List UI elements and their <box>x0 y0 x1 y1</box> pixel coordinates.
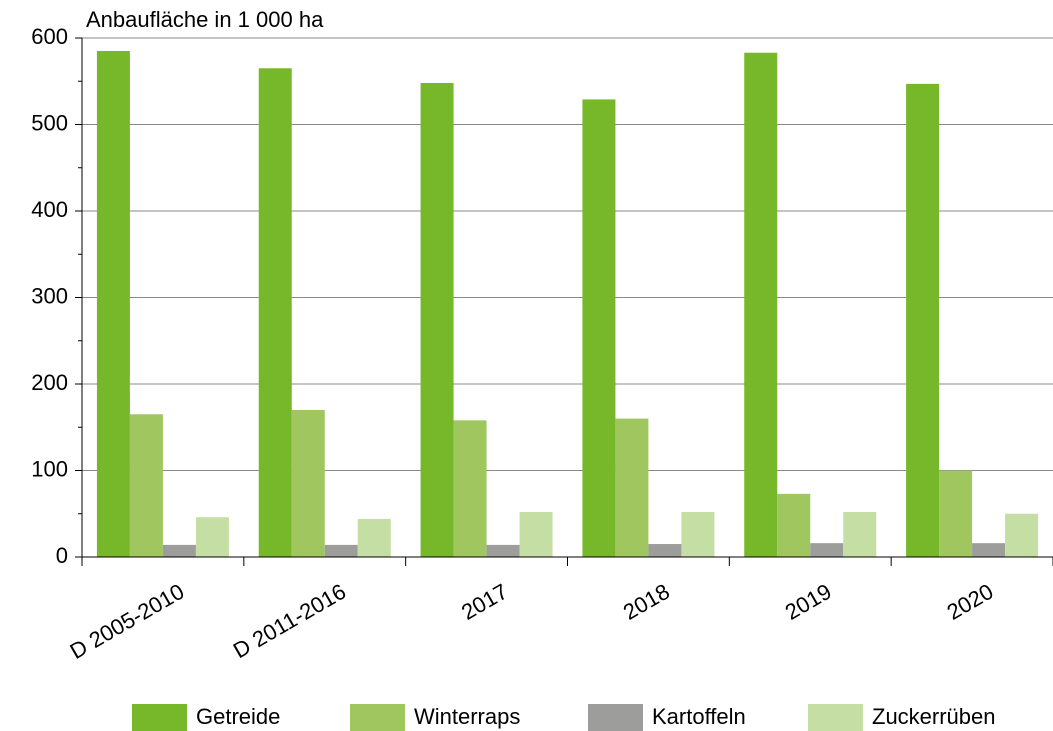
bar <box>615 418 649 557</box>
x-tick-label: 2017 <box>457 579 512 625</box>
y-tick-label: 0 <box>56 543 68 568</box>
legend-swatch <box>350 704 405 731</box>
bar <box>258 68 292 558</box>
bar <box>777 493 811 557</box>
legend-label: Kartoffeln <box>652 704 746 729</box>
y-tick-label: 500 <box>31 110 68 135</box>
bar <box>906 83 940 557</box>
legend-swatch <box>132 704 187 731</box>
bar <box>519 512 553 557</box>
legend-label: Winterraps <box>414 704 520 729</box>
bar <box>486 544 520 557</box>
bar <box>810 543 844 557</box>
y-tick-label: 600 <box>31 24 68 49</box>
bar <box>1005 513 1039 557</box>
bar <box>744 52 778 558</box>
x-tick-label: 2019 <box>781 579 836 625</box>
y-tick-label: 300 <box>31 283 68 308</box>
legend-swatch <box>588 704 643 731</box>
bar <box>162 544 196 557</box>
x-tick-label: 2018 <box>619 579 674 625</box>
x-tick-label: D 2005-2010 <box>66 579 189 664</box>
y-axis-label: Anbaufläche in 1 000 ha <box>86 7 324 32</box>
x-tick-label: 2020 <box>943 579 998 625</box>
bar <box>324 544 358 557</box>
bar <box>843 512 877 557</box>
bar <box>972 543 1006 557</box>
bar <box>939 470 973 557</box>
bar <box>129 414 163 557</box>
bar <box>96 50 130 557</box>
bar <box>195 517 229 557</box>
bar <box>582 99 616 557</box>
legend-label: Zuckerrüben <box>872 704 996 729</box>
bar <box>291 409 325 557</box>
y-tick-label: 200 <box>31 370 68 395</box>
bar <box>648 544 682 557</box>
legend-label: Getreide <box>196 704 280 729</box>
bar <box>453 420 487 557</box>
bar <box>681 512 715 557</box>
bar <box>420 82 454 557</box>
y-tick-label: 100 <box>31 456 68 481</box>
x-tick-label: D 2011-2016 <box>229 579 350 663</box>
bar <box>357 518 391 557</box>
y-tick-label: 400 <box>31 197 68 222</box>
legend-swatch <box>808 704 863 731</box>
